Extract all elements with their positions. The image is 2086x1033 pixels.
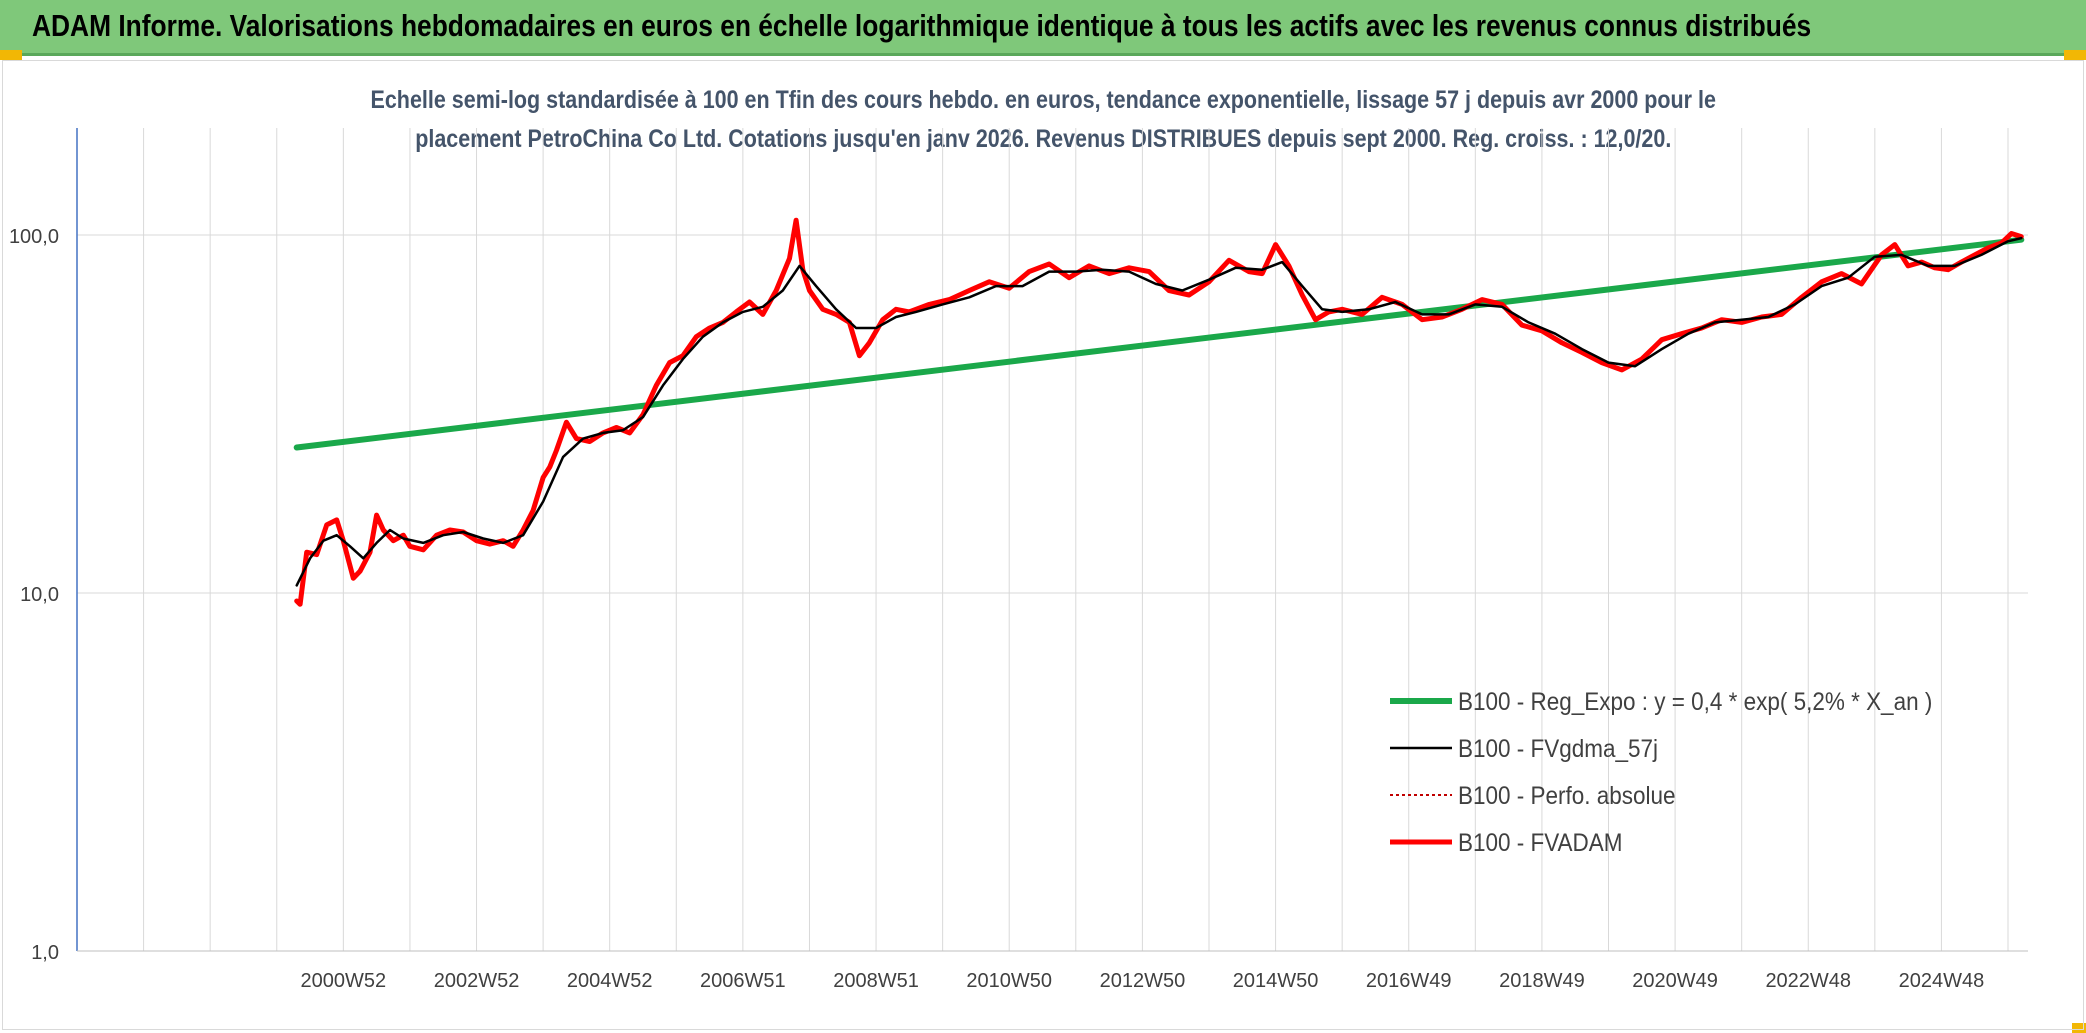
banner-title: ADAM Informe. Valorisations hebdomadaire… [32, 8, 1812, 43]
y-tick-label: 100,0 [9, 226, 59, 248]
corner-marker-top-left [0, 50, 22, 60]
series-line-ma-overlay [295, 237, 2022, 586]
chart-title-line-1: Echelle semi-log standardisée à 100 en T… [0, 86, 2086, 115]
x-tick-label: 2000W52 [301, 970, 387, 992]
x-tick-label: 2004W52 [567, 970, 653, 992]
title-banner: ADAM Informe. Valorisations hebdomadaire… [0, 0, 2086, 56]
legend-label-perfo: B100 - Perfo. absolue [1458, 782, 1675, 810]
legend-label-ma: B100 - FVgdma_57j [1458, 735, 1658, 763]
x-tick-label: 2010W50 [966, 970, 1052, 992]
series-line-fvadam [294, 217, 2024, 607]
x-tick-label: 2006W51 [700, 970, 786, 992]
x-tick-label: 2014W50 [1233, 970, 1319, 992]
corner-marker-top-right [2064, 50, 2086, 60]
x-tick-label: 2002W52 [434, 970, 520, 992]
x-tick-label: 2016W49 [1366, 970, 1452, 992]
chart-area [2, 60, 2084, 1030]
chart-title-line-1-text: Echelle semi-log standardisée à 100 en T… [370, 86, 1716, 114]
y-tick-label: 1,0 [31, 942, 59, 964]
chart-title-line-2-text: placement PetroChina Co Ltd. Cotations j… [414, 125, 1672, 153]
corner-marker-bottom-right [2072, 1023, 2086, 1033]
chart-title-line-2: placement PetroChina Co Ltd. Cotations j… [0, 125, 2086, 154]
legend-label-fvadam: B100 - FVADAM [1458, 829, 1623, 857]
legend-label-reg: B100 - Reg_Expo : y = 0,4 * exp( 5,2% * … [1458, 688, 1932, 716]
series-line-reg [293, 236, 2025, 451]
series-line-ma [295, 236, 2023, 587]
x-tick-label: 2022W48 [1765, 970, 1851, 992]
x-tick-label: 2008W51 [833, 970, 919, 992]
x-tick-label: 2012W50 [1100, 970, 1186, 992]
y-tick-label: 10,0 [20, 584, 59, 606]
x-tick-label: 2020W49 [1632, 970, 1718, 992]
x-tick-label: 2018W49 [1499, 970, 1585, 992]
x-tick-label: 2024W48 [1899, 970, 1985, 992]
